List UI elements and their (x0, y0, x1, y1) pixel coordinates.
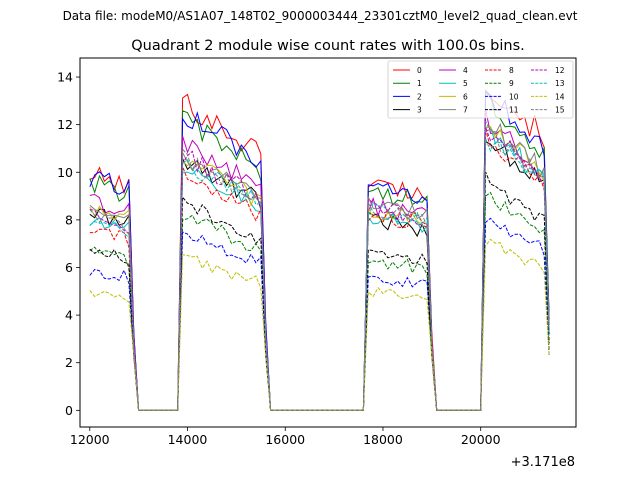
legend-label-10: 10 (509, 92, 519, 101)
x-offset-label: +3.171e8 (511, 455, 575, 470)
legend-label-7: 7 (463, 106, 468, 115)
legend-label-4: 4 (463, 66, 468, 75)
figure-suptitle: Data file: modeM0/AS1A07_148T02_90000034… (63, 9, 578, 23)
y-axis: 0 2 4 6 8 10 12 14 (57, 70, 80, 418)
y-tick-label: 14 (57, 70, 73, 85)
legend-label-3: 3 (417, 106, 422, 115)
legend-label-6: 6 (463, 92, 468, 101)
legend-label-15: 15 (555, 106, 565, 115)
x-tick-label: 14000 (168, 432, 208, 447)
legend-label-14: 14 (555, 92, 565, 101)
y-tick-label: 8 (65, 212, 73, 227)
legend-label-12: 12 (555, 66, 565, 75)
x-tick-label: 16000 (265, 432, 305, 447)
legend-label-5: 5 (463, 79, 468, 88)
legend-label-2: 2 (417, 92, 422, 101)
chart-title: Quadrant 2 module wise count rates with … (131, 38, 525, 54)
plot-lines (89, 88, 550, 411)
series-line-14 (89, 238, 550, 411)
legend-label-9: 9 (509, 79, 514, 88)
x-tick-label: 12000 (70, 432, 110, 447)
y-tick-label: 0 (65, 403, 73, 418)
axes-frame (79, 57, 577, 428)
legend-label-11: 11 (509, 106, 519, 115)
y-tick-label: 12 (57, 117, 73, 132)
legend-label-0: 0 (417, 66, 422, 75)
legend-label-13: 13 (555, 79, 565, 88)
series-line-15 (89, 120, 550, 411)
y-tick-label: 4 (65, 308, 73, 323)
x-axis: 12000 14000 16000 18000 20000 (70, 427, 501, 447)
x-tick-label: 20000 (461, 432, 501, 447)
x-tick-label: 18000 (363, 432, 403, 447)
y-tick-label: 2 (65, 355, 73, 370)
legend-frame (387, 60, 574, 119)
legend-label-8: 8 (509, 66, 514, 75)
y-tick-label: 10 (57, 165, 73, 180)
legend-label-1: 1 (417, 79, 422, 88)
y-tick-label: 6 (65, 260, 73, 275)
